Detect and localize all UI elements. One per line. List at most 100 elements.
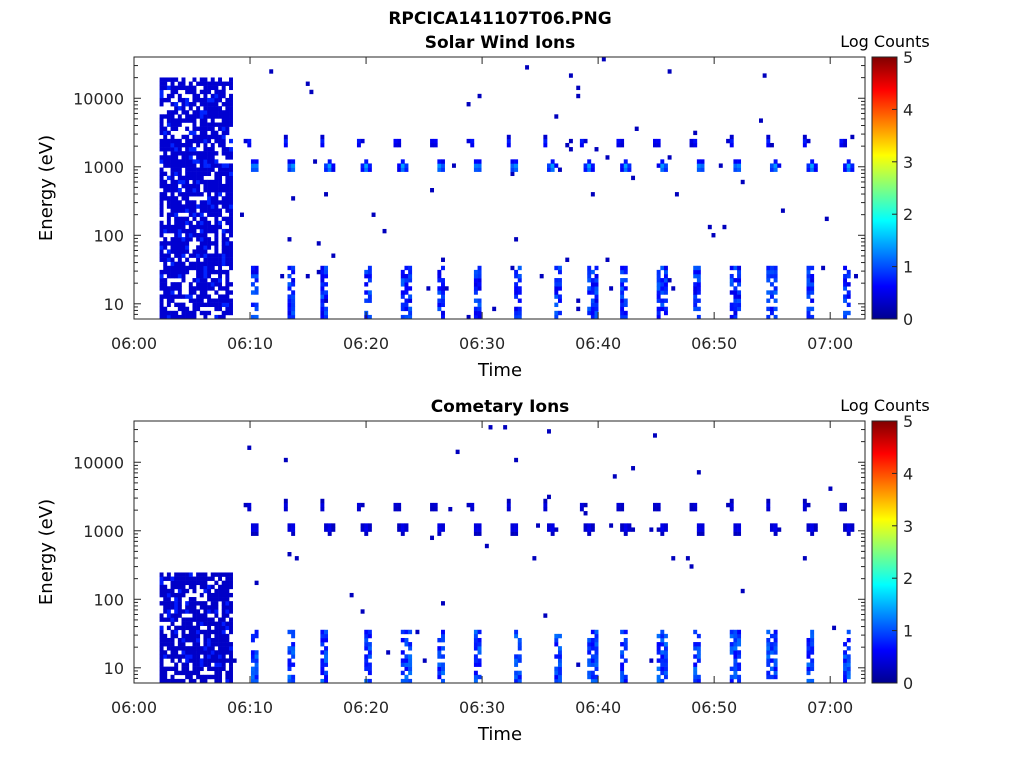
spectrogram-cell: [843, 506, 848, 512]
spectrogram-cell: [196, 237, 201, 242]
spectrogram-cell: [199, 179, 204, 185]
spectrogram-cell: [221, 601, 226, 606]
spectrogram-cell: [437, 666, 442, 672]
spectrogram-cell: [441, 286, 445, 291]
spectrogram-cell: [192, 306, 197, 312]
spectrogram-cell: [543, 498, 548, 504]
spectrogram-cell: [166, 85, 171, 91]
spectrogram-cell: [192, 200, 197, 205]
spectrogram-cell: [254, 670, 259, 676]
spectrogram-cell: [163, 196, 168, 201]
spectrogram-cell: [177, 257, 182, 262]
spectrogram-cell: [159, 306, 164, 312]
spectrogram-cell: [218, 179, 223, 185]
spectrogram-cell: [250, 163, 255, 168]
spectrogram-cell: [649, 527, 654, 532]
spectrogram-cell: [214, 110, 219, 115]
spectrogram-cell: [196, 269, 201, 275]
spectrogram-cell: [181, 314, 186, 319]
spectrogram-cell: [437, 674, 442, 680]
spectrogram-cell: [737, 290, 742, 295]
spectrogram-cell: [196, 629, 201, 635]
spectrogram-cell: [170, 257, 175, 262]
spectrogram-cell: [441, 662, 445, 667]
spectrogram-cell: [663, 666, 668, 672]
spectrogram-cell: [404, 302, 409, 308]
spectrogram-cell: [324, 269, 329, 275]
spectrogram-cell: [810, 163, 815, 168]
spectrogram-cell: [773, 159, 778, 164]
spectrogram-cell: [324, 306, 329, 312]
spectrogram-cell: [514, 269, 519, 275]
spectrogram-cell: [291, 678, 296, 683]
spectrogram-cell: [203, 138, 208, 144]
spectrogram-cell: [210, 278, 215, 283]
spectrogram-cell: [203, 658, 208, 663]
spectrogram-cell: [594, 265, 599, 271]
spectrogram-cell: [203, 171, 208, 177]
spectrogram-cell: [590, 302, 595, 308]
spectrogram-cell: [188, 609, 193, 614]
spectrogram-cell: [225, 646, 230, 651]
spectrogram-cell: [218, 253, 223, 258]
spectrogram-cell: [166, 257, 171, 262]
spectrogram-cell: [769, 167, 774, 172]
spectrogram-cell: [181, 278, 186, 283]
spectrogram-cell: [587, 674, 592, 680]
spectrogram-cell: [846, 163, 851, 168]
spectrogram-cell: [320, 662, 325, 667]
spectrogram-cell: [166, 163, 171, 168]
spectrogram-cell: [159, 183, 164, 189]
y-tick-label: 1000: [83, 158, 124, 177]
spectrogram-cell: [846, 646, 851, 651]
spectrogram-cell: [254, 273, 259, 279]
spectrogram-cell: [210, 167, 215, 172]
spectrogram-cell: [199, 605, 204, 610]
spectrogram-cell: [177, 261, 182, 267]
spectrogram-cell: [587, 637, 592, 643]
spectrogram-cell: [287, 662, 292, 667]
y-tick-label: 10: [104, 659, 124, 678]
spectrogram-cell: [740, 179, 745, 185]
spectrogram-cell: [192, 588, 197, 594]
spectrogram-cell: [210, 200, 215, 205]
spectrogram-cell: [166, 265, 171, 271]
spectrogram-cell: [696, 658, 701, 663]
spectrogram-cell: [587, 306, 592, 312]
spectrogram-cell: [620, 265, 625, 271]
spectrogram-cell: [163, 597, 168, 602]
spectrogram-cell: [620, 163, 625, 168]
spectrogram-cell: [225, 220, 230, 226]
spectrogram-cell: [663, 633, 668, 639]
spectrogram-cell: [207, 102, 212, 107]
spectrogram-cell: [166, 253, 171, 258]
spectrogram-cell: [177, 147, 182, 152]
spectrogram-cell: [192, 167, 197, 172]
spectrogram-cell: [170, 151, 175, 156]
spectrogram-cell: [177, 163, 182, 168]
spectrogram-cell: [656, 294, 661, 299]
spectrogram-cell: [225, 204, 230, 209]
spectrogram-cell: [287, 306, 292, 312]
spectrogram-cell: [166, 310, 171, 316]
spectrogram-cell: [221, 629, 226, 635]
spectrogram-cell: [269, 69, 274, 74]
spectrogram-cell: [177, 228, 182, 234]
spectrogram-cell: [291, 523, 296, 528]
spectrogram-cell: [320, 265, 325, 271]
spectrogram-cell: [185, 155, 190, 160]
spectrogram-cell: [404, 637, 409, 643]
spectrogram-cell: [229, 81, 233, 86]
spectrogram-cell: [199, 261, 204, 267]
spectrogram-cell: [404, 666, 409, 672]
colorbar-tick-label: 0: [903, 674, 913, 693]
spectrogram-cell: [192, 249, 197, 254]
spectrogram-cell: [514, 306, 519, 312]
spectrogram-cell: [214, 314, 219, 319]
spectrogram-cell: [510, 527, 515, 532]
spectrogram-cell: [170, 171, 175, 177]
spectrogram-cell: [196, 637, 201, 643]
spectrogram-cell: [199, 122, 204, 127]
spectrogram-cell: [221, 233, 226, 238]
spectrogram-cell: [196, 601, 201, 606]
